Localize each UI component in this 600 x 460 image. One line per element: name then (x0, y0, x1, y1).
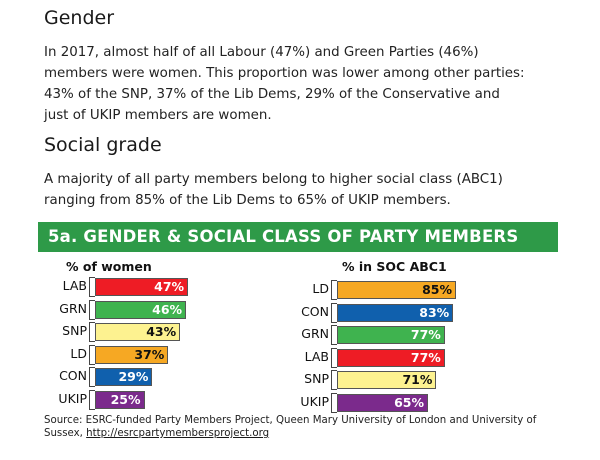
row-bracket (89, 344, 95, 365)
category-label: SNP (304, 371, 329, 386)
row-bracket (89, 299, 95, 320)
row-bracket (331, 392, 337, 413)
gender-paragraph: In 2017, almost half of all Labour (47%)… (44, 42, 584, 126)
abc1-chart-title: % in SOC ABC1 (342, 259, 447, 274)
category-label: CON (301, 303, 329, 319)
row-bracket (89, 367, 95, 387)
bar-value-label: 29% (118, 369, 149, 384)
bar-value-label: 77% (410, 327, 441, 342)
bar-ukip (95, 390, 145, 409)
bar-value-label: 77% (410, 349, 441, 365)
bar-value-label: 83% (419, 304, 450, 320)
bar-lab (337, 348, 445, 367)
source-prefix: Sussex, (44, 428, 87, 439)
gender-line: members were women. This proportion was … (44, 66, 525, 81)
category-label: UKIP (58, 390, 87, 406)
row-bracket (89, 389, 95, 410)
bar-value-label: 71% (402, 372, 433, 387)
row-bracket (331, 347, 337, 368)
bar-grn (337, 326, 445, 344)
bar-value-label: 43% (146, 324, 177, 339)
row-bracket (331, 370, 337, 390)
gender-line: 43% of the SNP, 37% of the Lib Dems, 29%… (44, 87, 500, 102)
bar-value-label: 85% (422, 282, 452, 297)
bar-value-label: 37% (134, 346, 165, 362)
row-bracket (331, 325, 337, 345)
bar-value-label: 65% (394, 394, 424, 410)
bar-ukip (337, 393, 428, 412)
category-label: GRN (301, 326, 329, 341)
gender-line: In 2017, almost half of all Labour (47%)… (44, 45, 479, 60)
bar-snp (337, 371, 437, 389)
bar-con (337, 303, 454, 322)
bar-value-label: 25% (110, 391, 141, 407)
category-label: LD (312, 281, 329, 296)
source-link[interactable]: http://esrcpartymembersproject.org (86, 428, 270, 439)
social-line: A majority of all party members belong t… (44, 172, 503, 187)
social-line: ranging from 85% of the Lib Dems to 65% … (44, 193, 451, 208)
women-chart-title: % of women (66, 259, 152, 274)
gender-line: just of UKIP members are women. (44, 108, 272, 123)
bar-snp (95, 323, 181, 341)
bar-con (95, 368, 153, 386)
bar-value-label: 47% (154, 279, 185, 294)
category-label: LAB (62, 278, 87, 293)
social-grade-heading: Social grade (44, 134, 162, 156)
category-label: LAB (304, 348, 329, 364)
category-label: SNP (62, 323, 87, 338)
source-line: Sussex, http://esrcpartymembersproject.o… (44, 427, 564, 440)
source-note: Source: ESRC-funded Party Members Projec… (44, 414, 564, 440)
bar-ld (95, 345, 169, 364)
row-bracket (89, 322, 95, 342)
category-label: LD (70, 345, 87, 361)
row-bracket (331, 302, 337, 323)
source-line: Source: ESRC-funded Party Members Projec… (44, 415, 537, 426)
row-bracket (331, 280, 337, 300)
gender-heading: Gender (44, 7, 115, 29)
category-label: UKIP (300, 393, 329, 409)
bar-ld (337, 281, 456, 299)
section-banner: 5a. GENDER & SOCIAL CLASS OF PARTY MEMBE… (38, 222, 558, 252)
bar-grn (95, 300, 187, 319)
bar-value-label: 46% (152, 301, 183, 317)
category-label: GRN (59, 300, 87, 316)
social-grade-paragraph: A majority of all party members belong t… (44, 169, 584, 211)
row-bracket (89, 277, 95, 297)
bar-lab (95, 278, 189, 296)
category-label: CON (59, 368, 87, 383)
